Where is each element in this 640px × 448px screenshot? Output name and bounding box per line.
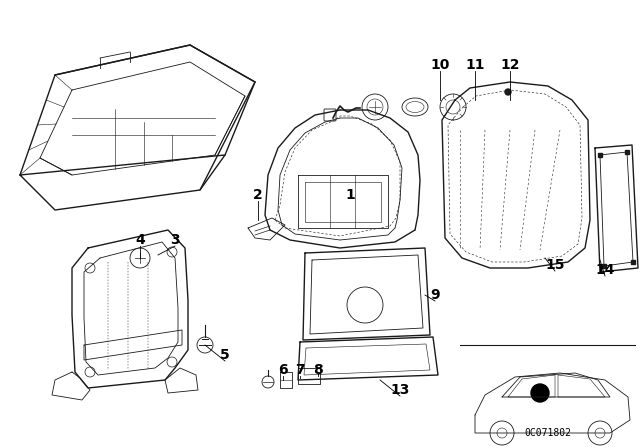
Text: 5: 5 — [220, 348, 230, 362]
Text: 2: 2 — [253, 188, 263, 202]
Text: 14: 14 — [595, 263, 615, 277]
Text: 4: 4 — [135, 233, 145, 247]
Text: 10: 10 — [430, 58, 450, 72]
Circle shape — [505, 89, 511, 95]
Text: 15: 15 — [545, 258, 564, 272]
Text: 8: 8 — [313, 363, 323, 377]
Text: 6: 6 — [278, 363, 288, 377]
Text: 3: 3 — [170, 233, 180, 247]
Text: 7: 7 — [295, 363, 305, 377]
Text: 9: 9 — [430, 288, 440, 302]
Circle shape — [531, 384, 549, 402]
Text: 11: 11 — [465, 58, 484, 72]
Text: 0C071802: 0C071802 — [524, 428, 571, 438]
Text: 1: 1 — [345, 188, 355, 202]
Text: 13: 13 — [390, 383, 410, 397]
Text: 12: 12 — [500, 58, 520, 72]
